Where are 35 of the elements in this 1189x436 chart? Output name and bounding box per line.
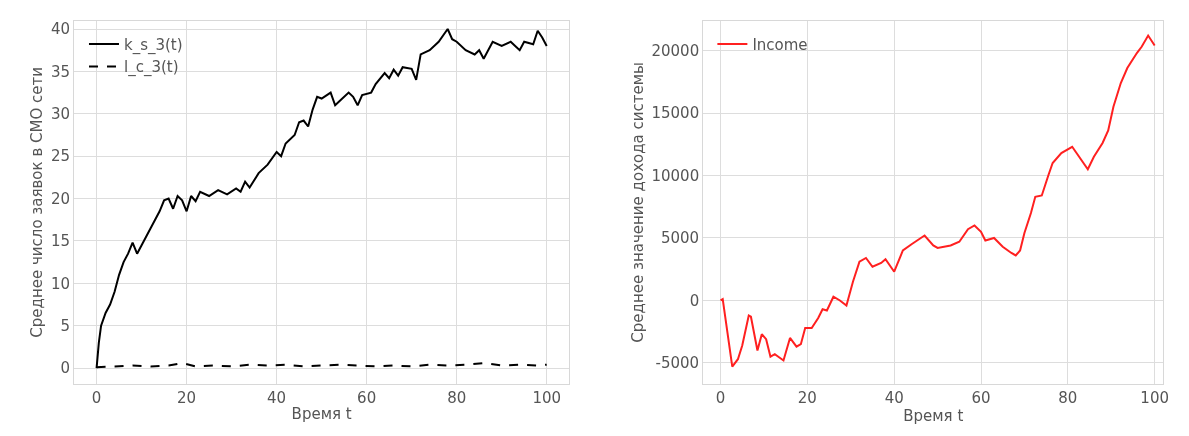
y-tick-label: 15000 (651, 104, 700, 123)
y-axis-title: Среднее значение дохода системы (628, 62, 647, 343)
y-tick-label: 10000 (651, 166, 700, 185)
x-tick-label: 0 (91, 389, 102, 408)
x-tick-label: 40 (884, 389, 904, 408)
y-tick-label: 5000 (660, 229, 700, 248)
y-tick-label: 20000 (651, 41, 700, 60)
line-series (719, 34, 1156, 368)
y-tick-label: 35 (50, 62, 71, 81)
legend-label: Income (752, 35, 808, 54)
x-tick-label: 60 (971, 389, 991, 408)
y-tick-label: 10 (50, 274, 71, 293)
y-tick-label: 5 (60, 316, 71, 335)
y-tick-label: 0 (689, 291, 700, 310)
y-tick-label: 15 (50, 232, 71, 251)
y-tick-label: 40 (50, 20, 71, 39)
y-tick-label: 20 (50, 189, 71, 208)
x-tick-label: 100 (1140, 389, 1169, 408)
legend-label: l_c_3(t) (123, 58, 179, 78)
y-tick-label: 25 (50, 147, 71, 166)
legend-label: k_s_3(t) (123, 35, 183, 55)
x-tick-label: 20 (177, 389, 197, 408)
y-tick-label: -5000 (655, 354, 700, 373)
x-tick-label: 100 (532, 389, 562, 408)
y-axis-title: Среднее число заявок в СМО сети (28, 67, 47, 338)
x-tick-label: 40 (267, 389, 287, 408)
x-tick-label: 80 (1058, 389, 1078, 408)
x-tick-label: 20 (797, 389, 817, 408)
x-tick-label: 0 (715, 389, 726, 408)
x-axis-title: Время t (903, 407, 964, 426)
y-tick-label: 0 (60, 359, 71, 378)
x-tick-label: 60 (357, 389, 377, 408)
y-tick-label: 30 (50, 105, 71, 124)
x-axis-title: Время t (291, 405, 352, 424)
x-tick-label: 80 (447, 389, 467, 408)
